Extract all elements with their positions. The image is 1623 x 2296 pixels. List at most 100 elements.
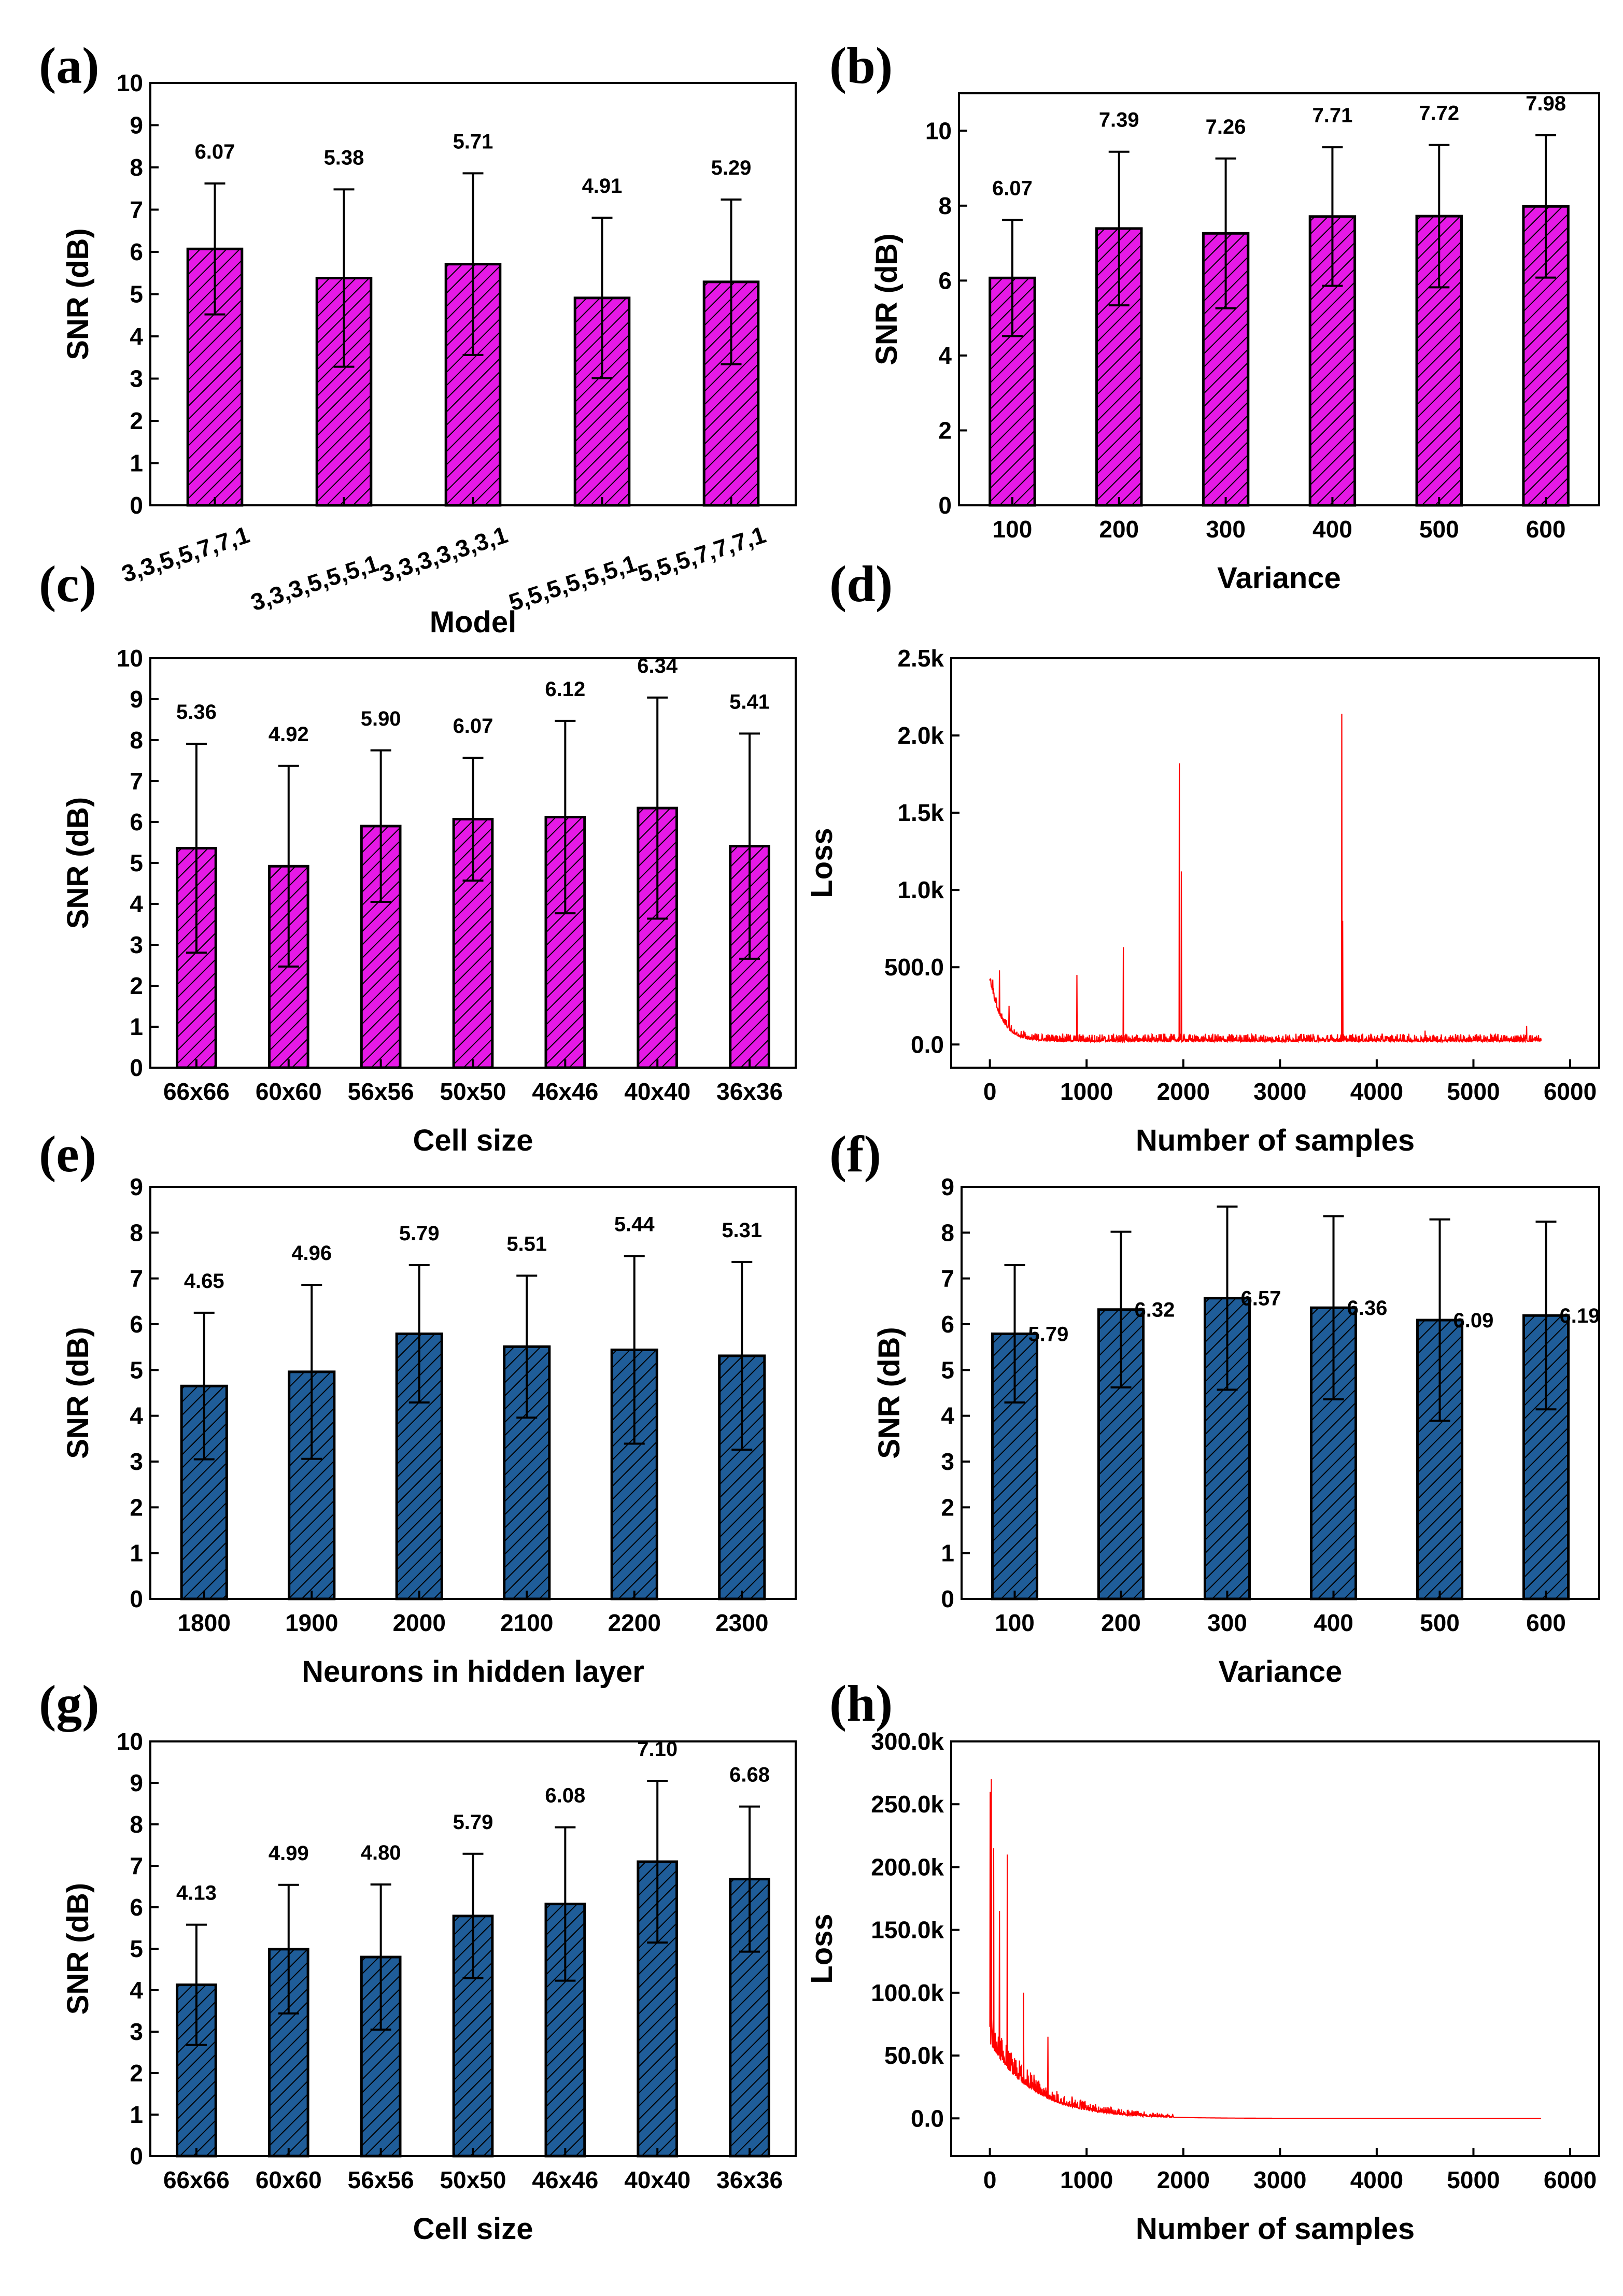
x-tick-label: 5000 (1447, 1078, 1500, 1105)
data-label: 7.72 (1419, 102, 1459, 125)
x-tick-label: 1900 (285, 1609, 338, 1636)
data-label: 6.34 (637, 655, 678, 677)
data-label: 4.96 (291, 1242, 332, 1265)
y-tick-label: 4 (130, 1977, 143, 2004)
y-tick-label: 6 (941, 1311, 954, 1338)
y-tick-label: 6 (130, 809, 143, 835)
x-tick-label: 1000 (1060, 1078, 1113, 1105)
x-tick-label: 3000 (1253, 2166, 1306, 2193)
data-label: 4.91 (582, 175, 623, 197)
x-tick-label: 3000 (1253, 1078, 1306, 1105)
x-tick-label: 66x66 (163, 2166, 230, 2193)
data-label: 6.08 (545, 1784, 585, 1807)
data-label: 4.99 (269, 1842, 309, 1865)
x-tick-label: 50x50 (440, 1078, 506, 1105)
y-tick-label: 1 (130, 450, 143, 477)
panel-d: (d) 0.0 500.0 1.0k 1.5k 2.0k 2.5k Loss Number of… (805, 555, 1600, 1157)
y-tick-label: 250.0k (871, 1791, 944, 1818)
y-tick-label: 8 (941, 1219, 954, 1246)
y-tick-label: 5 (941, 1356, 954, 1383)
y-tick-label: 8 (938, 192, 952, 219)
y-tick-label: 5 (130, 1356, 143, 1383)
y-tick-label: 200.0k (871, 1853, 944, 1880)
y-tick-label: 0 (130, 1585, 143, 1612)
x-tick-label: 300 (1206, 516, 1246, 543)
y-tick-label: 9 (130, 1173, 143, 1200)
y-tick-label: 1.0k (897, 876, 944, 903)
y-axis-label: SNR (dB) (61, 1327, 95, 1459)
y-axis-label: SNR (dB) (61, 797, 95, 929)
x-tick-label: 2000 (393, 1609, 446, 1636)
y-tick-label: 0 (941, 1585, 954, 1612)
x-tick-label: 60x60 (256, 2166, 322, 2193)
x-tick-label: 5000 (1447, 2166, 1500, 2193)
panel-c: (c) 0 1 2 3 4 5 6 7 8 9 10 SNR (dB) Cell size 5.36 66x6… (39, 555, 797, 1157)
x-tick-label: 100 (993, 516, 1033, 543)
data-label: 6.07 (195, 140, 235, 163)
x-tick-label: 6000 (1544, 1078, 1597, 1105)
y-tick-label: 3 (130, 2018, 143, 2045)
y-tick-label: 1 (941, 1540, 954, 1567)
x-tick-label: 46x46 (532, 1078, 598, 1105)
axes-frame (950, 657, 1600, 1069)
y-tick-label: 9 (130, 1769, 143, 1796)
x-tick-label: 2000 (1157, 1078, 1210, 1105)
x-tick-label: 2200 (608, 1609, 661, 1636)
x-tick-label: 60x60 (256, 1078, 322, 1105)
y-tick-label: 9 (941, 1173, 954, 1200)
y-tick-label: 50.0k (884, 2042, 944, 2069)
x-tick-label: 40x40 (624, 1078, 690, 1105)
y-tick-label: 1 (130, 1013, 143, 1040)
x-tick-label: 4000 (1350, 1078, 1403, 1105)
x-axis-label: Number of samples (1136, 2212, 1415, 2246)
y-axis-label: SNR (dB) (61, 228, 95, 360)
x-axis-label: Variance (1219, 1655, 1343, 1689)
bar (573, 296, 631, 507)
data-label: 6.32 (1135, 1299, 1175, 1322)
x-tick-label: 400 (1314, 1609, 1353, 1636)
data-label: 6.68 (729, 1764, 770, 1787)
x-tick-label: 600 (1526, 516, 1566, 543)
y-tick-label: 10 (925, 117, 952, 144)
data-label: 5.38 (324, 146, 364, 169)
x-axis-label: Cell size (413, 2212, 533, 2246)
data-label: 6.07 (992, 177, 1033, 200)
data-label: 5.79 (399, 1222, 440, 1245)
y-tick-label: 1 (130, 1540, 143, 1567)
x-tick-label: 1000 (1060, 2166, 1113, 2193)
loss-line (989, 714, 1542, 1044)
x-tick-label: 2000 (1157, 2166, 1210, 2193)
x-tick-label: 1800 (178, 1609, 231, 1636)
data-label: 5.29 (711, 157, 752, 179)
y-tick-label: 7 (941, 1265, 954, 1292)
panel-g: (g) 0 1 2 3 4 5 6 7 8 9 10 SNR (dB) Cell size 4.13 66x6… (39, 1675, 797, 2246)
loss-line (989, 1779, 1542, 2119)
y-tick-label: 6 (130, 238, 143, 265)
y-tick-label: 0 (130, 492, 143, 519)
y-tick-label: 0 (130, 2143, 143, 2170)
y-tick-label: 10 (117, 69, 143, 96)
data-label: 6.19 (1560, 1305, 1600, 1327)
data-label: 5.90 (361, 707, 401, 730)
y-axis-label: SNR (dB) (872, 1327, 906, 1459)
x-tick-label: 36x36 (716, 1078, 783, 1105)
data-label: 7.39 (1099, 109, 1139, 132)
data-label: 5.36 (176, 701, 217, 724)
data-label: 5.79 (453, 1811, 493, 1834)
data-label: 4.80 (361, 1841, 401, 1864)
data-label: 6.36 (1347, 1297, 1388, 1320)
y-tick-label: 8 (130, 1219, 143, 1246)
data-label: 6.57 (1241, 1287, 1281, 1310)
y-tick-label: 2 (130, 2060, 143, 2087)
y-tick-label: 8 (130, 154, 143, 181)
y-tick-label: 100.0k (871, 1979, 944, 2006)
y-tick-label: 2.0k (897, 722, 944, 749)
y-tick-label: 2 (938, 417, 952, 444)
x-tick-label: 200 (1101, 1609, 1141, 1636)
panel-a: (a) 0 1 2 3 4 5 6 7 8 9 10 SNR (dB) Model 6.07 3,3,5,5,… (39, 37, 797, 639)
data-label: 4.13 (176, 1882, 217, 1905)
panel-label-b: (b) (829, 37, 893, 94)
y-tick-label: 9 (130, 112, 143, 139)
x-tick-label: 500 (1419, 516, 1459, 543)
y-tick-label: 1 (130, 2101, 143, 2128)
